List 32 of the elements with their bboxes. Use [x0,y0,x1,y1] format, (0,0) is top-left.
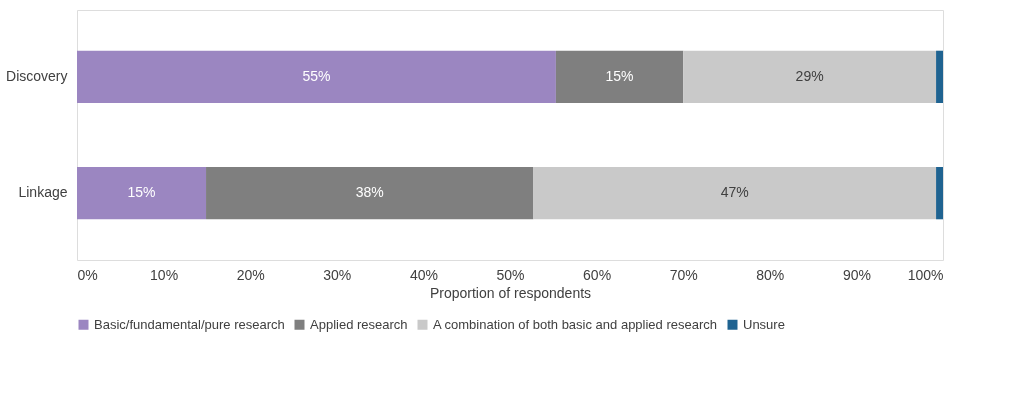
data-label: 47% [720,184,749,201]
x-tick-label: 30% [323,266,352,283]
legend-label: A combination of both basic and applied research [433,316,718,332]
data-label: 15% [605,67,634,84]
x-tick-label: 70% [669,266,698,283]
bar [683,50,937,104]
x-tick-label: 50% [496,266,525,283]
bar [936,50,943,104]
x-axis-title: Proportion of respondents [429,284,592,301]
legend-label: Unsure [743,316,785,332]
data-label: 29% [795,67,824,84]
x-tick-label: 100% [907,266,944,283]
x-tick-label: 90% [842,266,871,283]
bar [206,166,534,220]
legend-label: Applied research [310,316,408,332]
bar [555,50,684,104]
x-tick-label: 10% [150,266,179,283]
x-tick-label: 60% [583,266,612,283]
data-label: 38% [355,184,384,201]
bar [77,50,556,104]
bar [77,166,207,220]
legend-label: Basic/fundamental/pure research [94,316,285,332]
y-tick-label: Linkage [18,184,68,201]
x-tick-label: 40% [409,266,438,283]
data-label: 15% [127,184,156,201]
data-label: 55% [302,67,331,84]
y-tick-label: Discovery [6,67,68,84]
bar [936,166,943,220]
x-tick-label: 0% [77,266,98,283]
bar [533,166,937,220]
x-tick-label: 20% [236,266,265,283]
x-tick-label: 80% [756,266,785,283]
